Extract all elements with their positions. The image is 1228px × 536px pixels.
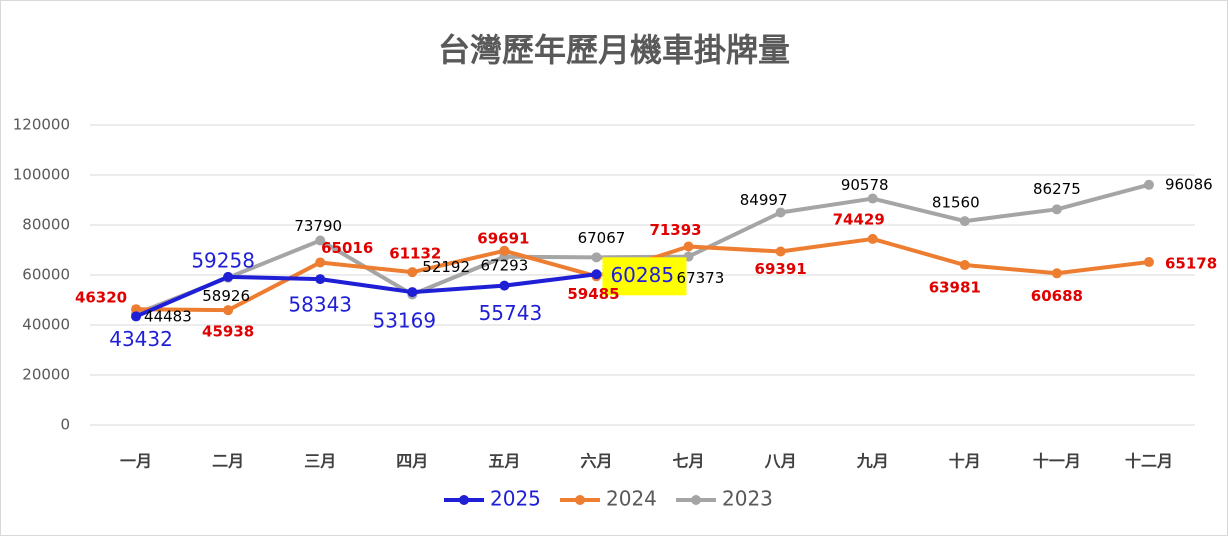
data-label: 60688 [1031,287,1083,305]
data-label: 63981 [929,279,981,297]
legend-marker [691,495,701,505]
point [1051,268,1062,279]
data-label: 52192 [422,258,470,276]
point [499,245,510,256]
data-label: 67373 [677,269,725,287]
y-tick-label: 40000 [22,316,70,334]
point [683,241,694,252]
point [131,311,142,322]
point [499,280,510,291]
point [959,260,970,271]
data-label: 65178 [1165,255,1217,273]
point [591,252,602,263]
point [223,305,234,316]
y-tick-label: 60000 [22,266,70,284]
y-tick-label: 80000 [22,216,70,234]
data-label: 69391 [755,260,807,278]
data-label: 43432 [109,327,173,351]
data-label: 74429 [833,210,885,228]
point [315,235,326,246]
data-label: 67293 [481,256,529,274]
x-tick-label: 八月 [764,452,797,471]
y-tick-label: 120000 [13,116,70,134]
y-tick-label: 100000 [13,166,70,184]
x-tick-label: 十二月 [1125,452,1173,471]
point [223,271,234,282]
point [959,216,970,227]
data-label: 53169 [372,309,436,333]
point [131,304,142,315]
point [1143,257,1154,268]
y-tick-label: 0 [60,416,70,434]
data-label: 65016 [321,239,373,257]
point [1051,204,1062,215]
x-tick-label: 六月 [580,452,612,471]
x-tick-label: 七月 [673,452,705,471]
point [867,233,878,244]
data-label: 81560 [932,194,980,212]
data-label: 67067 [578,229,626,247]
x-tick-label: 五月 [488,452,520,471]
data-label: 73790 [294,217,342,235]
data-label: 59485 [567,285,619,303]
data-label: 84997 [740,191,788,209]
y-tick-label: 20000 [22,366,70,384]
data-label: 45938 [202,323,254,341]
point [315,257,326,268]
point [591,269,602,280]
data-label: 61132 [389,245,441,263]
point [867,193,878,204]
point [407,267,418,278]
label-highlight [602,257,687,296]
data-label: 69691 [477,229,529,247]
chart-title: 台灣歷年歷月機車掛牌量 [438,31,790,69]
data-label: 44483 [144,307,192,325]
x-tick-label: 十月 [949,452,981,471]
x-tick-label: 十一月 [1033,452,1081,471]
data-label: 58343 [288,293,352,317]
x-tick-label: 三月 [304,452,336,471]
data-label: 60285 [610,263,674,287]
point [1143,179,1154,190]
legend-label: 2025 [490,487,541,511]
point [407,287,418,298]
legend-label: 2023 [722,487,773,511]
data-label: 90578 [841,176,889,194]
data-label: 46320 [75,289,127,307]
series-line [135,182,1150,316]
legend-label: 2024 [606,487,657,511]
x-tick-label: 一月 [120,452,152,471]
data-label: 58926 [202,287,250,305]
series-line [135,272,597,319]
legend-marker [575,495,585,505]
legend-marker [459,495,469,505]
data-label: 59258 [191,248,255,272]
data-label: 86275 [1033,180,1081,198]
data-label: 71393 [649,221,701,239]
x-tick-label: 四月 [396,452,428,471]
x-tick-label: 九月 [856,452,889,471]
point [775,246,786,257]
data-label: 55743 [479,301,543,325]
point [315,274,326,285]
x-tick-label: 二月 [212,452,244,471]
point [775,207,786,218]
data-label: 96086 [1165,175,1213,193]
